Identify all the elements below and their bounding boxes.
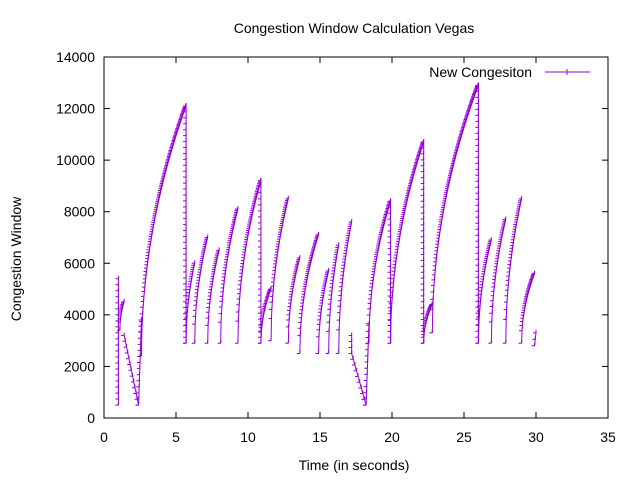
series-point-markers [285,255,301,344]
series-point-markers [296,231,320,355]
series-point-markers [475,82,479,344]
series-point-markers [387,139,425,344]
series-point-markers [116,298,125,331]
series-point-markers [191,234,209,344]
series-line-segment [521,273,536,344]
series-new-congesiton [115,82,537,406]
series-point-markers [204,247,220,344]
series-point-markers [488,216,507,344]
series-point-markers [257,286,272,344]
x-axis-label: Time (in seconds) [299,457,410,473]
x-tick-label: 35 [600,429,616,445]
series-point-markers [387,198,392,344]
series-line-segment [338,221,353,354]
series-point-markers [121,332,140,406]
series-line-segment [390,141,425,344]
series-line-segment [194,237,209,344]
series-point-markers [268,195,289,342]
series-line-segment [351,353,367,406]
series-point-markers [475,237,492,344]
series-point-markers [183,260,196,344]
x-tick-label: 30 [528,429,544,445]
chart-title: Congestion Window Calculation Vegas [234,20,474,36]
series-line-segment [140,105,187,357]
series-line-segment [490,219,507,344]
series-point-markers [183,102,187,344]
series-point-markers [531,329,537,347]
series-line-segment [431,85,479,333]
series-line-segment [477,239,492,344]
series-point-markers [502,195,523,344]
y-tick-label: 10000 [56,152,95,168]
y-tick-label: 14000 [56,49,95,65]
y-tick-label: 12000 [56,101,95,117]
series-line-segment [270,198,289,341]
series-point-markers [138,102,187,357]
series-line-segment [368,201,392,344]
plot-frame [103,56,609,419]
x-tick-label: 5 [172,429,180,445]
series-point-markers [420,139,425,344]
series-layer [115,82,537,406]
y-axis-label: Congestion Window [8,196,24,321]
series-point-markers [315,268,330,355]
series-line-segment [287,257,301,344]
x-tick-label: 20 [384,429,400,445]
series-point-markers [518,270,536,344]
series-line-segment [207,250,220,344]
series-point-markers [429,82,479,334]
series-point-markers [365,198,392,344]
y-tick-label: 6000 [64,255,95,271]
series-point-markers [335,219,353,355]
legend: New Congesiton [429,64,590,80]
series-line-segment [220,209,239,344]
series-point-markers [325,242,340,355]
x-tick-label: 25 [456,429,472,445]
legend-entry-marker [564,69,570,75]
series-point-markers [217,206,239,344]
series-line-segment [237,180,262,344]
series-point-markers [363,322,370,406]
y-tick-label: 4000 [64,307,95,323]
series-point-markers [234,177,262,344]
series-point-markers [115,275,119,406]
x-tick-label: 0 [100,429,108,445]
legend-plus-marker [564,69,570,75]
plot-axes: 0 5 10 15 20 25 30 35 0 2000 4000 6000 8000 10000 1200… [56,49,616,445]
y-tick-label: 0 [87,410,95,426]
series-point-markers [348,350,367,406]
y-tick-label: 2000 [64,358,95,374]
series-line-segment [505,198,523,344]
x-tick-label: 15 [312,429,328,445]
legend-entry-label: New Congesiton [429,64,532,80]
y-tick-label: 8000 [64,204,95,220]
x-tick-label: 10 [240,429,256,445]
series-point-markers [420,301,433,344]
